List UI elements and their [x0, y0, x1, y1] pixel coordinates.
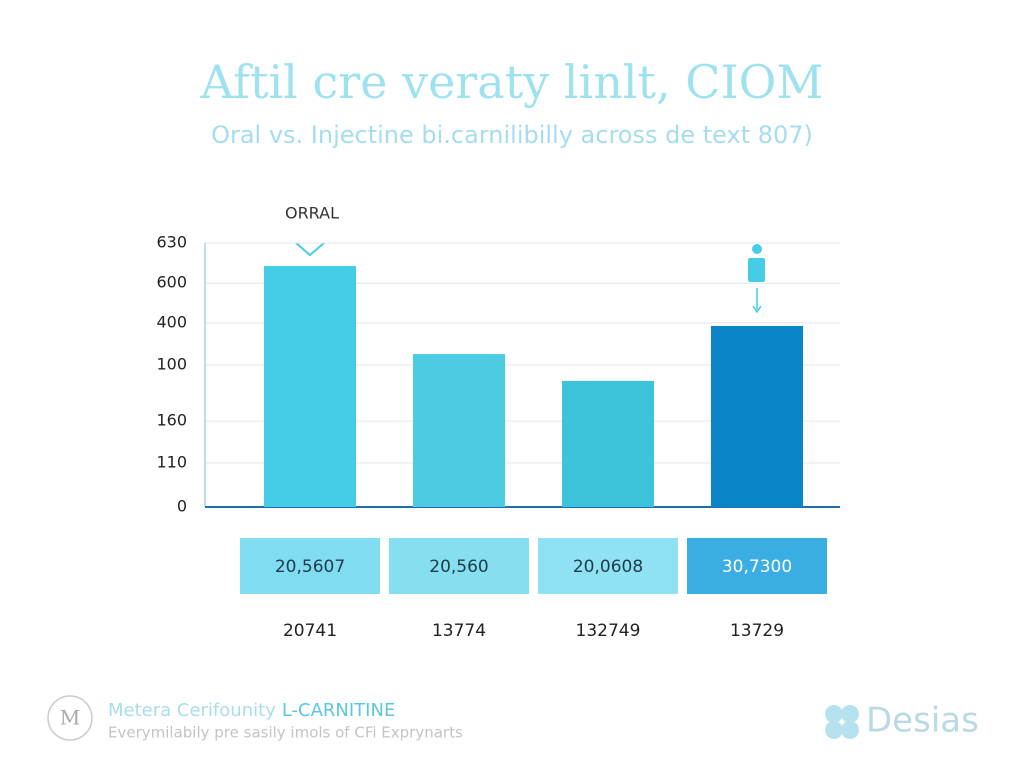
value-box	[687, 538, 827, 594]
x-tick-label: 13729	[730, 621, 784, 641]
bar	[413, 354, 505, 507]
value-box	[538, 538, 678, 594]
value-box-label: 20,0608	[573, 557, 643, 577]
bar	[562, 380, 654, 507]
logo: M	[60, 706, 80, 730]
partner: Desias	[866, 701, 979, 741]
y-tick-label: 100	[156, 354, 187, 373]
value-box-label: 20,5607	[275, 557, 345, 577]
annotation: ORRAL	[285, 204, 339, 223]
value-box	[240, 538, 380, 594]
y-tick-label: 400	[156, 313, 187, 332]
y-tick-label: 0	[177, 497, 187, 516]
footer: M Metera Cerifounity L-CARNITINE Everymil…	[47, 695, 979, 742]
brand: Metera Cerifounity L-CARNITINE	[108, 700, 395, 721]
y-tick-label: 160	[156, 411, 187, 430]
value-box	[389, 538, 529, 594]
x-tick-label: 13774	[432, 621, 486, 641]
value-box-label: 20,560	[429, 557, 488, 577]
tagline: Everymilabily pre sasily imols of CFi Ex…	[108, 724, 463, 742]
y-tick-label: 110	[156, 453, 187, 472]
chart-title: Aftil cre veraty linlt, CIOM	[200, 55, 824, 109]
brand-prefix: Metera Cerifounity	[108, 700, 276, 721]
partner-logo	[825, 705, 859, 739]
value-box-label: 30,7300	[722, 557, 792, 577]
chart-subtitle: Oral vs. Injectine bi.carnilibilly acros…	[211, 121, 813, 149]
y-tick-label: 600	[156, 273, 187, 292]
logo-ring	[47, 695, 93, 741]
bar	[264, 266, 356, 507]
x-tick-label: 20741	[283, 621, 337, 641]
annotation-pointer	[295, 242, 325, 257]
person-icon	[748, 244, 765, 314]
x-tick-label: 132749	[576, 621, 641, 641]
brand-highlight: L-CARNITINE	[282, 700, 396, 721]
y-tick-label: 630	[156, 233, 187, 252]
bar	[711, 325, 803, 507]
